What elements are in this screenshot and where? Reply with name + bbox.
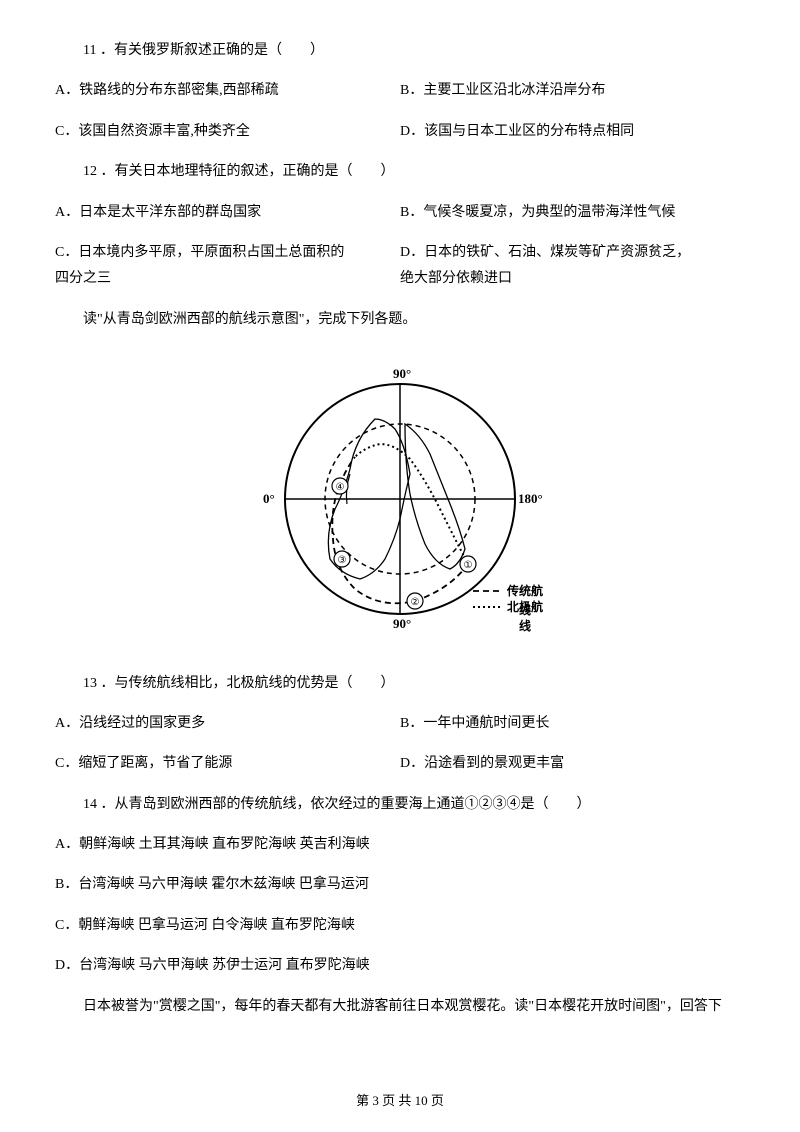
q13-optB: B．一年中通航时间更长 <box>400 713 745 735</box>
svg-text:①: ① <box>464 560 473 571</box>
q12-stem: 12 ．有关日本地理特征的叙述，正确的是（ ） <box>55 161 745 183</box>
q14-optB: B．台湾海峡 马六甲海峡 霍尔木兹海峡 巴拿马运河 <box>55 874 745 896</box>
svg-text:④: ④ <box>336 482 345 493</box>
label-bottom: 90° <box>393 614 411 635</box>
q13-options-row1: A．沿线经过的国家更多 B．一年中通航时间更长 <box>55 713 745 735</box>
label-top: 90° <box>393 364 411 385</box>
intro2: 日本被誉为"赏樱之国"，每年的春天都有大批游客前往日本观赏樱花。读"日本樱花开放… <box>55 996 745 1018</box>
q14-optA: A．朝鲜海峡 土耳其海峡 直布罗陀海峡 英吉利海峡 <box>55 834 745 856</box>
q12-optC-l1: C．日本境内多平原，平原面积占国土总面积的 <box>55 242 400 264</box>
q14-optD: D．台湾海峡 马六甲海峡 苏伊士运河 直布罗陀海峡 <box>55 955 745 977</box>
q12-optB: B．气候冬暖夏凉，为典型的温带海洋性气候 <box>400 202 745 224</box>
svg-text:③: ③ <box>338 555 347 566</box>
q14-stem: 14 ．从青岛到欧洲西部的传统航线，依次经过的重要海上通道①②③④是（ ） <box>55 794 745 816</box>
figure-container: ① ② ③ ④ 90° 0° 180° 90° 传统航线 北极航线 <box>55 349 745 647</box>
q12-optC-l2: 四分之三 <box>55 268 400 290</box>
q11-optB: B．主要工业区沿北冰洋沿岸分布 <box>400 80 745 102</box>
q13-optD: D．沿途看到的景观更丰富 <box>400 753 745 775</box>
q11-options-row2: C．该国自然资源丰富,种类齐全 D．该国与日本工业区的分布特点相同 <box>55 121 745 143</box>
q11-optC: C．该国自然资源丰富,种类齐全 <box>55 121 400 143</box>
figure-intro: 读"从青岛剑欧洲西部的航线示意图"，完成下列各题。 <box>55 309 745 331</box>
page-footer: 第 3 页 共 10 页 <box>0 1091 800 1112</box>
q12-optD-l2: 绝大部分依赖进口 <box>400 268 745 290</box>
q12-optD-l1: D．日本的铁矿、石油、煤炭等矿产资源贫乏， <box>400 242 745 264</box>
q12-optA: A．日本是太平洋东部的群岛国家 <box>55 202 400 224</box>
label-left: 0° <box>263 489 275 510</box>
route-diagram: ① ② ③ ④ 90° 0° 180° 90° 传统航线 北极航线 <box>255 349 545 639</box>
q12-options-row3: 四分之三 绝大部分依赖进口 <box>55 268 745 290</box>
q11-optA: A．铁路线的分布东部密集,西部稀疏 <box>55 80 400 102</box>
q12-options-row2: C．日本境内多平原，平原面积占国土总面积的 D．日本的铁矿、石油、煤炭等矿产资源… <box>55 242 745 264</box>
q12-options-row1: A．日本是太平洋东部的群岛国家 B．气候冬暖夏凉，为典型的温带海洋性气候 <box>55 202 745 224</box>
q11-options-row1: A．铁路线的分布东部密集,西部稀疏 B．主要工业区沿北冰洋沿岸分布 <box>55 80 745 102</box>
map-svg: ① ② ③ ④ <box>255 349 545 639</box>
svg-text:②: ② <box>411 597 420 608</box>
q13-options-row2: C．缩短了距离，节省了能源 D．沿途看到的景观更丰富 <box>55 753 745 775</box>
q13-optA: A．沿线经过的国家更多 <box>55 713 400 735</box>
label-right: 180° <box>518 489 543 510</box>
q14-optC: C．朝鲜海峡 巴拿马运河 白令海峡 直布罗陀海峡 <box>55 915 745 937</box>
q13-optC: C．缩短了距离，节省了能源 <box>55 753 400 775</box>
q13-stem: 13 ．与传统航线相比，北极航线的优势是（ ） <box>55 673 745 695</box>
q11-stem: 11 ．有关俄罗斯叙述正确的是（ ） <box>55 40 745 62</box>
q11-optD: D．该国与日本工业区的分布特点相同 <box>400 121 745 143</box>
legend-arctic: 北极航线 <box>505 598 545 636</box>
